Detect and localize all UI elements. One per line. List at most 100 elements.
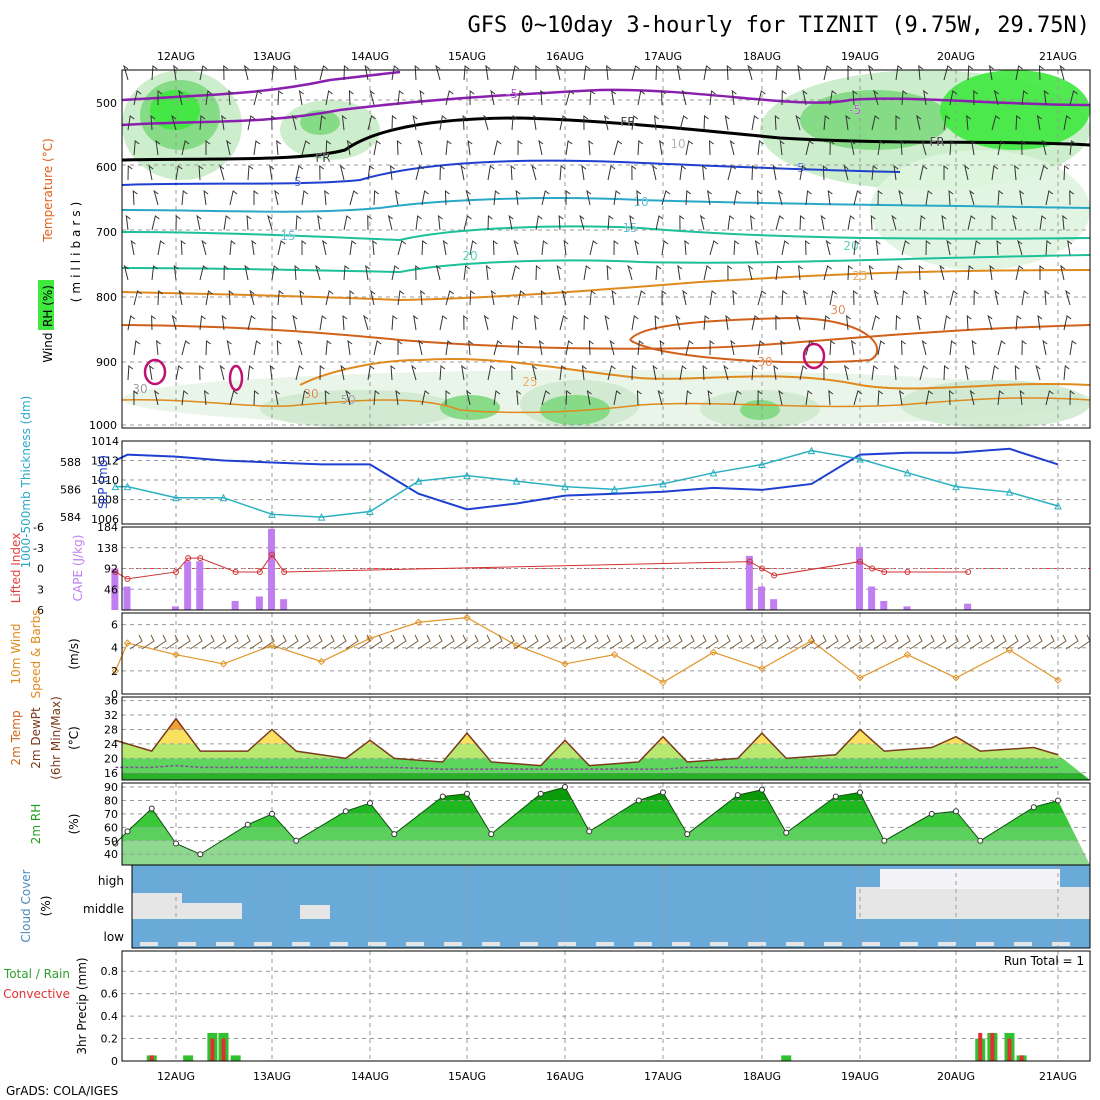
- contour-label: -5: [506, 87, 518, 101]
- li-point: [124, 575, 131, 582]
- slp-tick: 1010: [91, 474, 119, 487]
- wind-barb: [405, 634, 419, 650]
- wind-barb: [346, 139, 352, 156]
- li-point: [232, 568, 239, 575]
- cloud-low-block: [900, 942, 918, 946]
- contour-loop: [143, 358, 167, 386]
- wind-barb: [847, 65, 853, 80]
- wind-barb: [333, 634, 347, 650]
- thickness-label-text: 1000-500mb Thickness (dm): [19, 396, 33, 569]
- wind-barb: [949, 140, 956, 156]
- thickness-point: [952, 482, 960, 491]
- wind-barb: [558, 214, 564, 231]
- thickness-point: [1054, 501, 1062, 510]
- wind-barb: [367, 214, 373, 231]
- wind-barb: [345, 389, 351, 406]
- wind-label-unit-text: (m/s): [67, 638, 81, 669]
- wind-barb: [780, 339, 786, 356]
- wind-barb: [466, 389, 472, 406]
- top-day-label: 16AUG: [546, 50, 584, 63]
- wind-barb: [823, 315, 831, 331]
- wind-barb: [226, 139, 232, 156]
- slp-tick: 1008: [91, 494, 119, 507]
- wind-barb: [414, 64, 420, 81]
- temp-band: [122, 758, 1090, 773]
- wind-barb: [155, 139, 161, 156]
- wind-barb: [969, 634, 983, 650]
- cloud-mid-block: [300, 905, 330, 919]
- wind-barb: [301, 240, 307, 255]
- wind-barb: [247, 115, 256, 131]
- wind-barb: [607, 365, 616, 381]
- li-label-text: Lifted Index: [9, 533, 23, 604]
- wind-barb: [606, 64, 611, 81]
- wind-barb: [969, 189, 975, 206]
- wind-barb: [823, 364, 829, 381]
- wind-barb: [799, 165, 807, 181]
- wind-barb: [757, 189, 762, 206]
- wind-barb: [631, 365, 637, 381]
- wind-barb: [679, 115, 688, 131]
- wind-barb: [175, 215, 181, 231]
- wind-barb: [535, 64, 541, 81]
- wind-barb: [988, 64, 994, 81]
- cape-bar: [903, 606, 911, 610]
- bottom-day-label: 15AUG: [448, 1070, 486, 1083]
- wind-barb: [1045, 390, 1054, 406]
- wind-barb: [556, 264, 562, 281]
- wind-barb: [1062, 214, 1068, 231]
- thickness-point: [219, 493, 228, 502]
- wind-barb: [477, 634, 491, 650]
- top-day-label: 21AUG: [1039, 50, 1077, 63]
- wind-barb: [781, 90, 787, 106]
- contour-label: 30: [757, 355, 772, 369]
- wind-barb: [387, 214, 393, 231]
- contour-label: 15: [280, 229, 295, 243]
- wind-barb: [513, 239, 519, 256]
- wind-barb: [298, 89, 304, 106]
- wind-barb: [253, 190, 259, 205]
- wind-barb: [461, 364, 467, 381]
- wind-barb: [919, 365, 928, 381]
- wind-barb: [589, 90, 596, 106]
- cape-bar: [856, 546, 863, 610]
- wind-barb: [249, 289, 255, 306]
- li-point: [771, 572, 778, 579]
- slp-panel-background: [122, 441, 1090, 524]
- wind-barb: [373, 190, 379, 206]
- cape-bar: [231, 600, 239, 610]
- wind-barb: [483, 114, 489, 131]
- cloud-low-block: [976, 942, 994, 946]
- upper-ytick: 700: [96, 226, 117, 239]
- wind-speed-point: [512, 641, 521, 650]
- wind-barb: [682, 289, 688, 306]
- wind-barb: [559, 365, 566, 381]
- wind-barb: [1019, 389, 1025, 406]
- wind-barb: [342, 314, 348, 331]
- upper-air-panel: -5-5FRFRFR551015151020202525303030305050…: [38, 64, 1091, 432]
- cape-bar: [255, 596, 263, 610]
- wind-barb: [894, 364, 899, 381]
- top-day-label: 12AUG: [157, 50, 195, 63]
- wind-barb: [1069, 340, 1077, 356]
- wind-barb: [319, 315, 327, 331]
- precip-conv-bar: [1007, 1038, 1012, 1061]
- wind-barb: [588, 139, 594, 156]
- wind-barb: [877, 340, 886, 356]
- wind-barb: [775, 314, 781, 331]
- wind-barb: [775, 215, 784, 231]
- contour-label: 5: [797, 161, 805, 175]
- rh-point: [112, 840, 119, 847]
- wind-barb: [295, 365, 304, 381]
- wind-barb: [463, 265, 470, 281]
- rh-point: [953, 808, 959, 815]
- wind-barb: [198, 164, 204, 181]
- wind-barb: [629, 214, 635, 231]
- temp-label-b: 2m DewPt: [29, 707, 43, 769]
- wind-barb: [805, 140, 814, 156]
- wind-barb: [417, 139, 423, 156]
- wind-barb: [367, 115, 376, 131]
- wind-barb: [493, 340, 503, 356]
- wind-barb: [729, 139, 735, 156]
- wind-barb: [123, 64, 129, 81]
